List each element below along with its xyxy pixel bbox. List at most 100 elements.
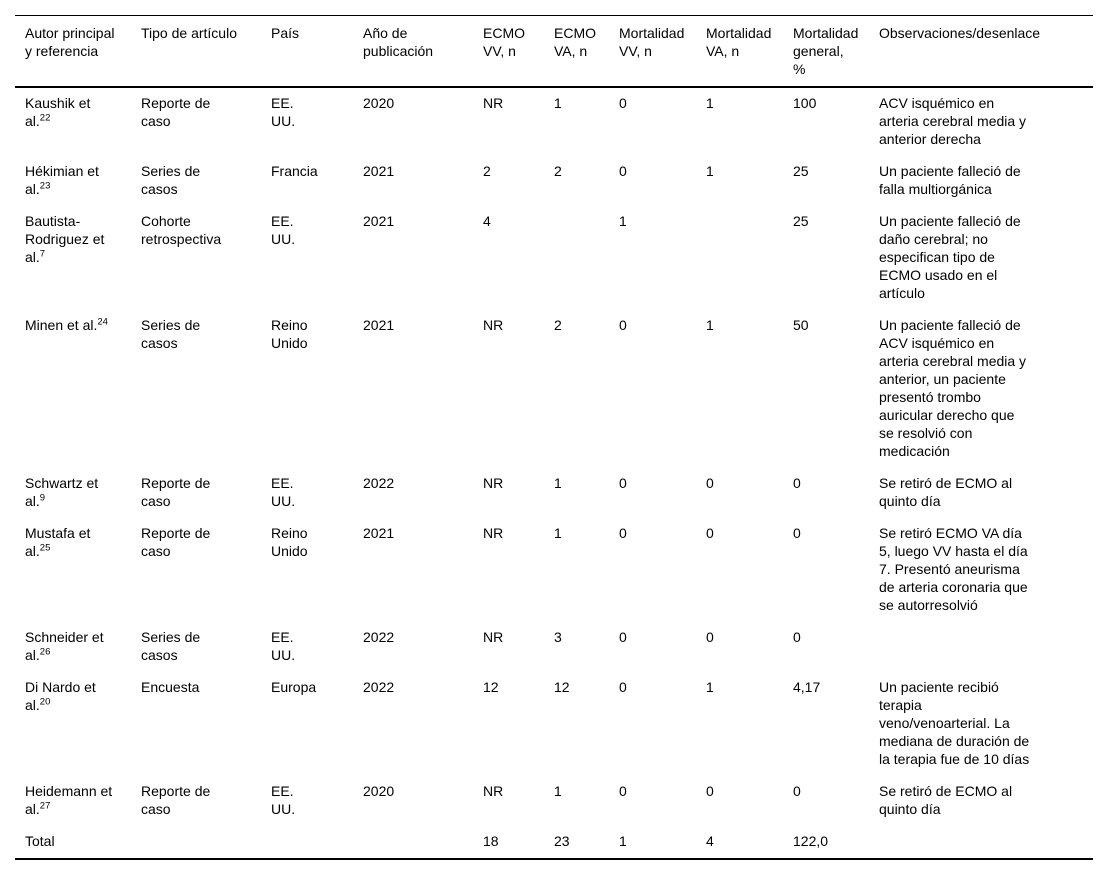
reference-number: 23: [39, 180, 51, 192]
cell-tipo: Reporte de caso: [141, 95, 211, 129]
table-row: Minen et al.24 Series de casos Reino Unido…: [15, 310, 1093, 468]
cell-anio: [362, 826, 482, 859]
cell-ecmo_va: 1: [554, 525, 562, 541]
cell-ecmo_vv: NR: [483, 475, 504, 491]
author-name: Mustafa et al.: [25, 525, 91, 559]
cell-autor: Di Nardo et al.20: [15, 672, 140, 776]
cell-pais: EE. UU.: [271, 213, 296, 247]
column-header-pais: País: [270, 15, 362, 88]
cell-mort_vv: 0: [619, 95, 627, 111]
author-name: Kaushik et al.: [25, 95, 91, 129]
table-row: Total 18 23 1 4 122,0: [15, 826, 1093, 859]
reference-number: 26: [39, 646, 51, 658]
cell-obs: Se retiró de ECMO al quinto día: [879, 783, 1013, 817]
cell-tipo: Reporte de caso: [141, 783, 211, 817]
table-row: Kaushik et al.22 Reporte de caso EE. UU. 20…: [15, 87, 1093, 156]
cell-mort_va: [705, 206, 792, 310]
column-header-anio: Año de publicación: [362, 15, 482, 88]
author-name: Minen et al.: [25, 317, 98, 333]
cell-mort_general: 0: [793, 783, 801, 799]
cell-mort_vv: 1: [619, 833, 627, 849]
studies-table: Autor principal y referencia Tipo de artí…: [15, 15, 1093, 860]
column-header-ecmo_va: ECMO VA, n: [553, 15, 618, 88]
reference-number: 27: [39, 800, 51, 812]
cell-pais: EE. UU.: [271, 475, 296, 509]
cell-autor: Minen et al.24: [15, 310, 140, 468]
column-header-obs: Observaciones/desenlace: [878, 15, 1093, 88]
cell-tipo: Encuesta: [141, 679, 200, 695]
cell-mort_vv: 1: [619, 213, 627, 229]
cell-mort_va: 1: [706, 163, 714, 179]
cell-mort_general: 50: [793, 317, 809, 333]
cell-autor: Schwartz et al.9: [15, 468, 140, 518]
cell-anio: 2021: [363, 213, 395, 229]
cell-ecmo_vv: NR: [483, 95, 504, 111]
cell-ecmo_vv: NR: [483, 525, 504, 541]
cell-anio: 2020: [363, 95, 395, 111]
author-name: Bautista-Rodriguez et al.: [25, 213, 105, 265]
cell-anio: 2021: [363, 525, 395, 541]
cell-pais: EE. UU.: [271, 783, 296, 817]
cell-autor: Heidemann et al.27: [15, 776, 140, 826]
cell-obs: ACV isquémico en arteria cerebral media …: [879, 95, 1027, 147]
cell-ecmo_va: [553, 206, 618, 310]
cell-ecmo_vv: 2: [483, 163, 491, 179]
cell-mort_va: 1: [706, 95, 714, 111]
cell-mort_general: 0: [793, 629, 801, 645]
cell-mort_vv: 0: [619, 525, 627, 541]
reference-number: 20: [39, 696, 51, 708]
cell-pais: [270, 826, 362, 859]
table-row: Schneider et al.26 Series de casos EE. UU.…: [15, 622, 1093, 672]
cell-tipo: Reporte de caso: [141, 475, 211, 509]
paper-page: Autor principal y referencia Tipo de artí…: [15, 15, 1093, 860]
cell-obs: Un paciente falleció de daño cerebral; n…: [879, 213, 1021, 301]
cell-mort_general: 25: [793, 213, 809, 229]
cell-ecmo_va: 12: [554, 679, 570, 695]
cell-mort_vv: 0: [619, 629, 627, 645]
cell-mort_vv: 0: [619, 317, 627, 333]
table-row: Schwartz et al.9 Reporte de caso EE. UU. 20…: [15, 468, 1093, 518]
cell-ecmo_va: 23: [554, 833, 570, 849]
cell-autor: Schneider et al.26: [15, 622, 140, 672]
cell-tipo: Series de casos: [141, 629, 201, 663]
table-row: Bautista-Rodriguez et al.7 Cohorte retros…: [15, 206, 1093, 310]
column-header-autor: Autor principal y referencia: [15, 15, 140, 88]
table-row: Heidemann et al.27 Reporte de caso EE. UU.…: [15, 776, 1093, 826]
table-row: Hékimian et al.23 Series de casos Francia 2…: [15, 156, 1093, 206]
cell-obs: Se retiró ECMO VA día 5, luego VV hasta …: [879, 525, 1028, 613]
cell-mort_va: 0: [706, 525, 714, 541]
cell-mort_general: 122,0: [793, 833, 829, 849]
cell-tipo: [140, 826, 270, 859]
column-header-mort_general: Mortalidad general, %: [792, 15, 878, 88]
cell-anio: 2021: [363, 317, 395, 333]
cell-obs: [878, 826, 1093, 859]
cell-autor: Bautista-Rodriguez et al.7: [15, 206, 140, 310]
cell-mort_va: 0: [706, 783, 714, 799]
table-header: Autor principal y referencia Tipo de artí…: [15, 15, 1093, 88]
column-header-mort_va: Mortalidad VA, n: [705, 15, 792, 88]
cell-pais: Francia: [271, 163, 318, 179]
cell-autor: Total: [15, 826, 140, 859]
reference-number: 24: [97, 316, 108, 328]
cell-obs: Un paciente falleció de ACV isquémico en…: [879, 317, 1027, 459]
author-name: Total: [25, 833, 55, 849]
cell-ecmo_va: 2: [554, 163, 562, 179]
cell-tipo: Series de casos: [141, 163, 201, 197]
cell-ecmo_va: 2: [554, 317, 562, 333]
cell-obs: Un paciente falleció de falla multiorgán…: [879, 163, 1021, 197]
cell-mort_vv: 0: [619, 679, 627, 695]
cell-mort_va: 0: [706, 475, 714, 491]
cell-pais: EE. UU.: [271, 95, 296, 129]
cell-mort_general: 25: [793, 163, 809, 179]
cell-anio: 2022: [363, 475, 395, 491]
table-body: Kaushik et al.22 Reporte de caso EE. UU. 20…: [15, 87, 1093, 859]
author-name: Hékimian et al.: [25, 163, 99, 197]
cell-pais: Reino Unido: [271, 317, 308, 351]
cell-mort_vv: 0: [619, 475, 627, 491]
cell-mort_general: 4,17: [793, 679, 821, 695]
cell-obs: [878, 622, 1093, 672]
cell-autor: Kaushik et al.22: [15, 87, 140, 156]
cell-ecmo_vv: NR: [483, 783, 504, 799]
cell-autor: Hékimian et al.23: [15, 156, 140, 206]
author-name: Schwartz et al.: [25, 475, 99, 509]
